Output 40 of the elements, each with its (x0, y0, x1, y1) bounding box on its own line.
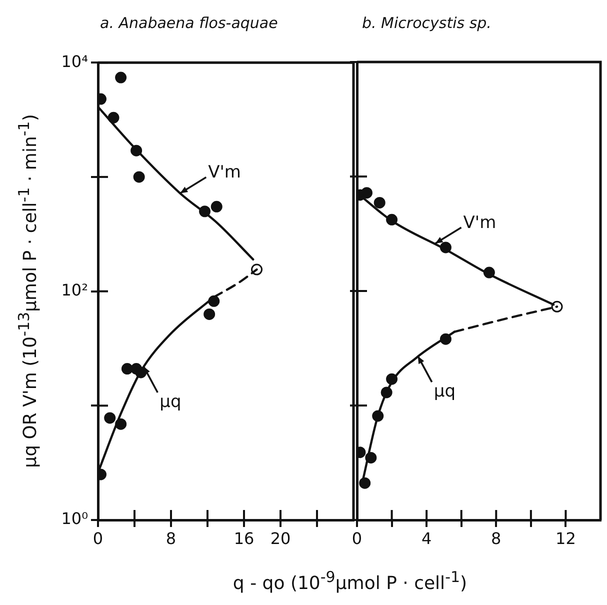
x-tick-label: 8 (491, 528, 502, 548)
point (121, 363, 133, 375)
x-tick-label: 0 (352, 528, 362, 548)
point (440, 242, 452, 254)
point (104, 412, 116, 424)
point (372, 410, 384, 422)
point (133, 171, 145, 183)
x-axis-title: q - qo (10$^{-9}$μmol P · cell$^{-1}$) (232, 568, 468, 594)
point (365, 452, 377, 464)
annotation: μq (160, 392, 182, 412)
chart-title: b. Microcystis sp. (362, 14, 492, 32)
point (360, 187, 372, 199)
x-tick-label: 4 (421, 528, 432, 548)
annotation: V'm (463, 212, 496, 233)
point (440, 333, 452, 345)
annotation: μq (434, 382, 456, 402)
x-tick-label: 12 (556, 528, 576, 548)
point (380, 386, 392, 398)
point (115, 418, 127, 430)
y-tick-label: 10⁴ (61, 52, 88, 71)
x-tick-label: 8 (166, 528, 176, 548)
chart-title: a. Anabaena flos-aquae (100, 14, 278, 32)
point (386, 214, 398, 226)
x-tick-label: 16 (234, 528, 254, 548)
point (210, 200, 222, 212)
point (483, 266, 495, 278)
y-tick-label: 10² (61, 280, 88, 300)
point (204, 308, 216, 320)
point (208, 295, 220, 307)
x-tick-label: 0 (92, 528, 104, 548)
point (374, 196, 386, 208)
point (130, 144, 142, 156)
y-tick-label: 10⁰ (61, 509, 88, 528)
point (115, 72, 127, 84)
annotation: V'm (208, 162, 241, 183)
x-tick-label: 20 (270, 528, 291, 548)
point (386, 373, 398, 385)
point (359, 477, 371, 489)
point (108, 112, 120, 124)
point (199, 206, 211, 218)
